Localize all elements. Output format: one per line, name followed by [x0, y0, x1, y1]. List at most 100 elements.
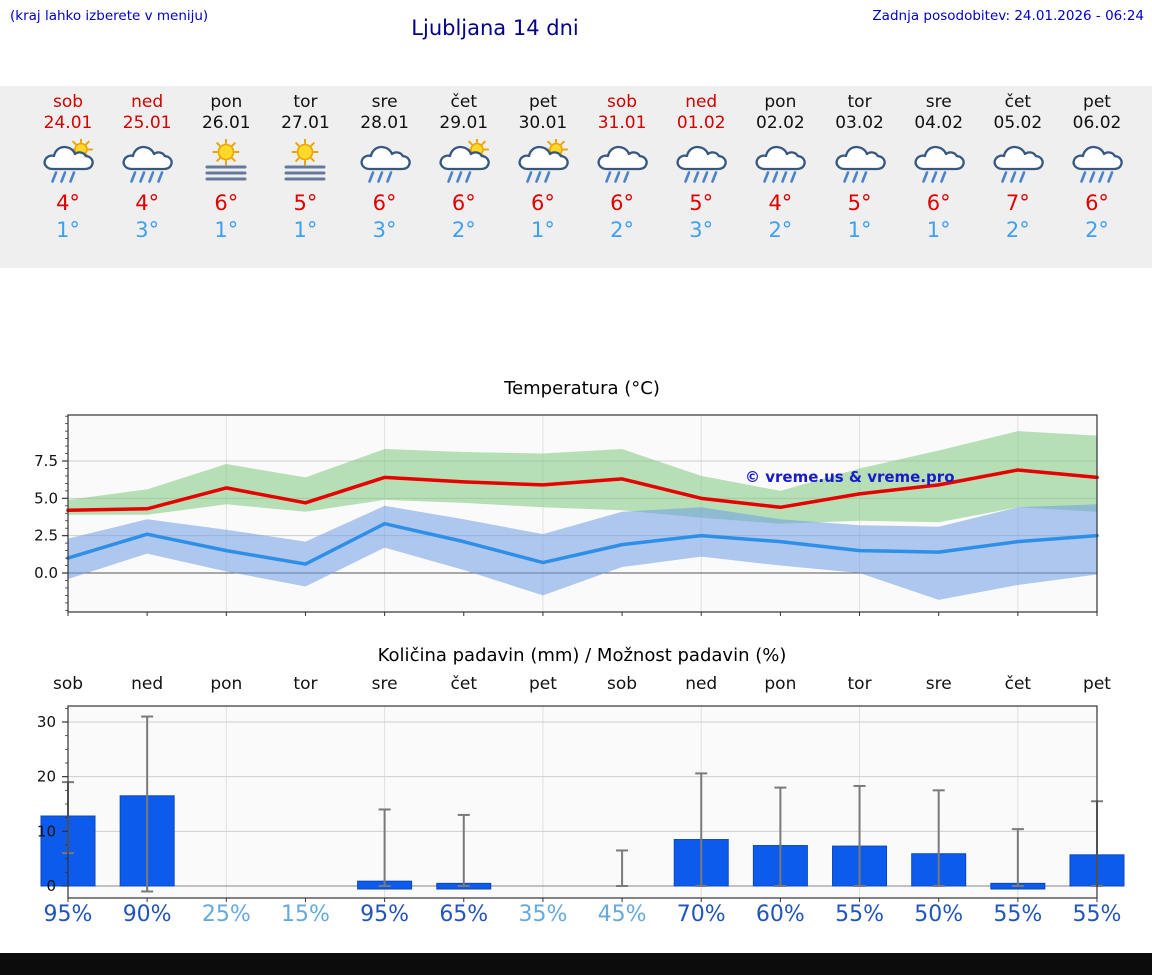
high-temp-label: 5°	[293, 191, 318, 215]
forecast-day: pon 02.02 4° 2°	[740, 92, 820, 243]
high-temp-label: 4°	[768, 191, 793, 215]
high-temp-label: 4°	[135, 191, 160, 215]
precip-day-label: tor	[293, 674, 318, 694]
day-date-label: 30.01	[518, 113, 568, 133]
precip-probability-label: 95%	[360, 902, 410, 927]
day-date-label: 24.01	[43, 113, 93, 133]
forecast-day: sob 24.01 4° 1°	[28, 92, 108, 243]
precip-probability-label: 50%	[914, 902, 964, 927]
precipitation-chart: 0 10 20 30	[37, 705, 1125, 902]
day-date-label: 29.01	[439, 113, 489, 133]
precip-probability-label: 55%	[1072, 902, 1122, 927]
precip-day-label: sob	[607, 674, 638, 694]
low-temp-label: 1°	[214, 218, 239, 242]
precip-probability-label: 25%	[201, 902, 251, 927]
forecast-day: pon 26.01 6° 1°	[186, 92, 266, 243]
precip-day-label: sre	[371, 674, 398, 694]
high-temp-label: 6°	[926, 191, 951, 215]
high-temp-label: 5°	[689, 191, 714, 215]
rain-icon	[582, 139, 662, 189]
precip-ytick-label: 30	[37, 713, 56, 731]
precip-probability-label: 35%	[518, 902, 568, 927]
low-temp-label: 1°	[530, 218, 555, 242]
forecast-day: ned 01.02 5° 3°	[661, 92, 741, 243]
day-date-label: 03.02	[835, 113, 884, 133]
temp-ytick-label: 2.5	[34, 527, 58, 545]
bottom-bar	[0, 953, 1152, 975]
rain-icon	[978, 139, 1058, 189]
rain-icon	[820, 139, 900, 189]
forecast-day: čet 05.02 7° 2°	[978, 92, 1058, 243]
sun-rain-icon	[424, 137, 504, 189]
watermark: © vreme.us & vreme.pro	[745, 468, 955, 486]
precip-day-label: tor	[847, 674, 872, 694]
precip-chart-title: Količina padavin (mm) / Možnost padavin …	[377, 645, 787, 666]
temperature-chart: 0.0 2.5 5.0 7.5 © vreme.us & vreme.pro	[34, 414, 1099, 616]
rain-icon	[345, 139, 425, 189]
low-temp-label: 3°	[372, 218, 397, 242]
sun-rain-icon	[28, 137, 108, 189]
temperature-chart-title: Temperatura (°C)	[504, 378, 660, 399]
low-temp-label: 1°	[847, 218, 872, 242]
high-temp-label: 6°	[214, 191, 239, 215]
forecast-day: sob 31.01 6° 2°	[582, 92, 662, 243]
low-temp-label: 3°	[135, 218, 160, 242]
temp-ytick-label: 0.0	[34, 564, 58, 582]
day-name-label: pon	[764, 92, 797, 112]
temp-ytick-label: 7.5	[34, 452, 58, 470]
day-name-label: sre	[371, 92, 398, 112]
forecast-day: tor 03.02 5° 1°	[820, 92, 900, 243]
day-name-label: čet	[1004, 92, 1032, 112]
forecast-day: sre 28.01 6° 3°	[345, 92, 425, 243]
high-temp-label: 7°	[1005, 191, 1030, 215]
day-name-label: tor	[847, 92, 872, 112]
precip-day-labels-row: sob ned pon tor sre čet pet sob ned pon tor sre čet p…	[0, 674, 1152, 698]
low-temp-label: 1°	[56, 218, 80, 242]
rain-heavy-icon	[1057, 139, 1137, 189]
page-title: Ljubljana 14 dni	[411, 16, 579, 40]
precip-ytick-label: 10	[37, 822, 56, 840]
forecast-day: pet 30.01 6° 1°	[503, 92, 583, 243]
precip-day-label: pet	[528, 674, 557, 694]
high-temp-label: 6°	[1085, 191, 1109, 215]
day-date-label: 06.02	[1072, 113, 1122, 133]
day-name-label: ned	[685, 92, 718, 112]
precip-day-label: čet	[450, 674, 478, 694]
menu-hint: (kraj lahko izberete v meniju)	[10, 8, 209, 24]
day-name-label: tor	[293, 92, 318, 112]
low-temp-label: 1°	[293, 218, 318, 242]
day-name-label: sob	[52, 92, 84, 112]
day-date-label: 26.01	[201, 113, 251, 133]
precip-probability-label: 15%	[281, 902, 330, 927]
rain-heavy-icon	[661, 139, 741, 189]
sun-fog-icon	[186, 138, 266, 189]
high-temp-label: 6°	[610, 191, 634, 215]
precip-probability-label: 65%	[439, 902, 489, 927]
precip-day-label: ned	[685, 674, 718, 694]
day-name-label: pet	[1083, 92, 1111, 112]
day-name-label: sob	[607, 92, 638, 112]
high-temp-label: 6°	[372, 191, 397, 215]
precip-probability-label: 70%	[676, 902, 726, 927]
day-date-label: 28.01	[360, 113, 409, 133]
forecast-day: čet 29.01 6° 2°	[424, 92, 504, 243]
day-name-label: sre	[925, 92, 952, 112]
sun-fog-icon	[265, 138, 345, 189]
low-temp-label: 2°	[1005, 218, 1030, 242]
rain-icon	[899, 139, 979, 189]
low-temp-label: 1°	[926, 218, 951, 242]
precip-probability-row: 95% 90% 25% 15% 95% 65% 35% 45% 70% 60% 55% 50% 55% 5…	[0, 902, 1152, 932]
precip-probability-label: 45%	[597, 902, 647, 927]
day-date-label: 25.01	[122, 113, 172, 133]
precip-probability-label: 60%	[755, 902, 805, 927]
forecast-day: pet 06.02 6° 2°	[1057, 92, 1137, 243]
day-name-label: pet	[528, 92, 557, 112]
day-date-label: 04.02	[914, 113, 964, 133]
precip-probability-label: 90%	[122, 902, 172, 927]
day-date-label: 01.02	[676, 113, 726, 133]
low-temp-label: 2°	[768, 218, 793, 242]
rain-heavy-icon	[740, 139, 820, 189]
low-temp-label: 2°	[451, 218, 476, 242]
precip-ytick-label: 20	[37, 768, 56, 786]
low-temp-label: 3°	[689, 218, 714, 242]
